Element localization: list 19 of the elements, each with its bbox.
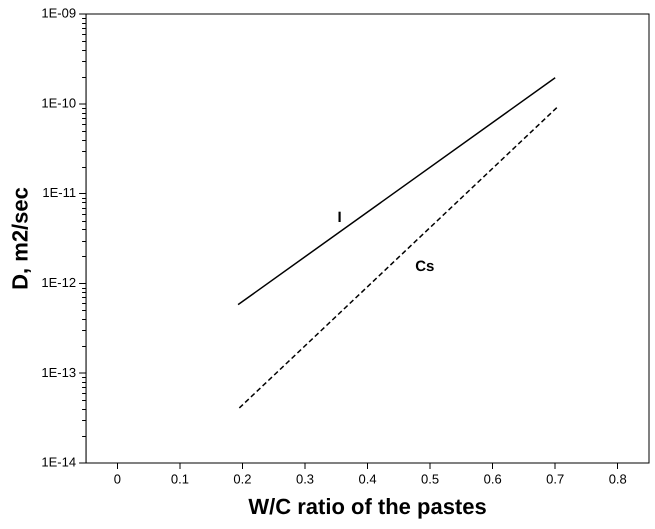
x-tick-label: 0.4 bbox=[358, 471, 377, 486]
series-label: Cs bbox=[415, 258, 434, 276]
x-tick-label: 0.7 bbox=[546, 471, 564, 486]
x-tick-label: 0.1 bbox=[170, 471, 189, 486]
x-tick-label: 0.3 bbox=[296, 471, 314, 486]
y-axis-title: D, m2/sec bbox=[7, 187, 32, 290]
y-tick-label: 1E-09 bbox=[41, 6, 76, 21]
y-tick-label: 1E-12 bbox=[41, 274, 76, 290]
y-tick-label: 1E-13 bbox=[41, 364, 76, 380]
x-tick-label: 0.5 bbox=[421, 471, 440, 486]
x-tick-label: 0.2 bbox=[233, 471, 252, 486]
x-tick-label: 0.8 bbox=[608, 471, 627, 486]
x-tick-label: 0.6 bbox=[484, 471, 502, 486]
x-tick-label: 0 bbox=[114, 471, 121, 486]
series-label: I bbox=[337, 209, 342, 226]
y-tick-label: 1E-11 bbox=[42, 185, 76, 200]
y-tick-label: 1E-14 bbox=[41, 454, 76, 470]
y-tick-label: 1E-10 bbox=[41, 95, 76, 110]
x-axis-title: W/C ratio of the pastes bbox=[248, 494, 487, 519]
